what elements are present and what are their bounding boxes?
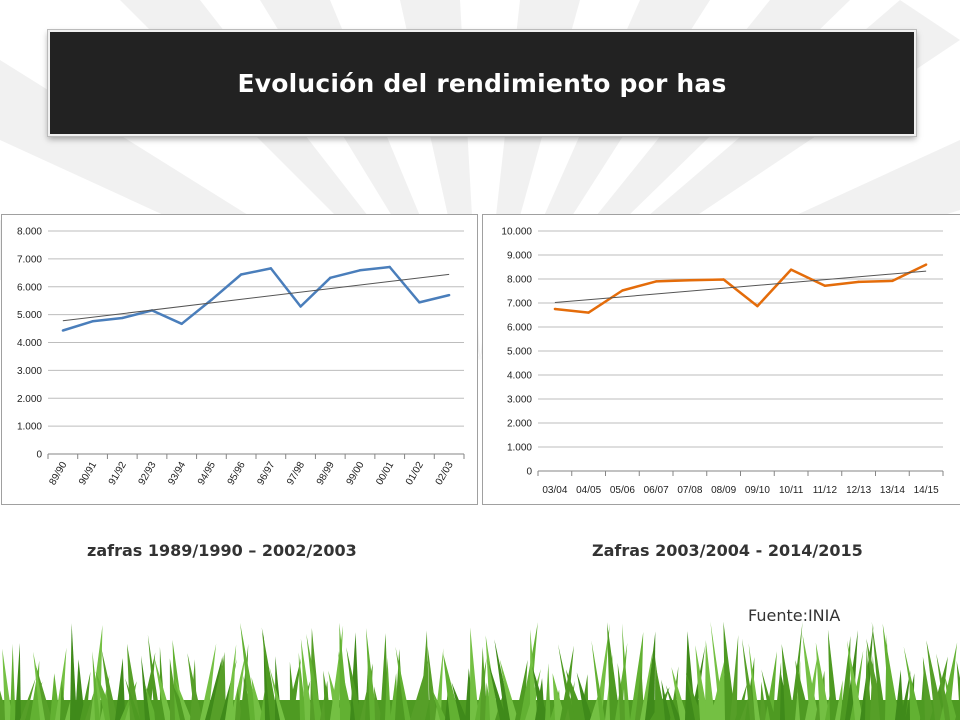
- right-x-tick-label: 06/07: [644, 485, 669, 496]
- chart-right-svg: 10.000 9.000 8.000 7.000 6.000 5.000 4.000 3.00…: [501, 227, 944, 496]
- left-x-tick-label: 99/00: [345, 460, 367, 488]
- right-data-point: [654, 280, 658, 283]
- left-x-tick-label: 91/92: [107, 460, 129, 488]
- left-data-point: [121, 316, 124, 320]
- left-x-tick-label: 02/03: [434, 460, 456, 488]
- left-y-tick-label: 3.000: [17, 366, 42, 377]
- right-data-point: [823, 284, 827, 287]
- right-data-point: [688, 279, 692, 282]
- left-y-tick-label: 7.000: [17, 254, 42, 265]
- right-x-tick-label: 09/10: [745, 485, 770, 496]
- left-x-tick-label: 01/02: [404, 460, 426, 488]
- grass-border: [0, 621, 960, 720]
- chart-zafras-1989-2003: 8.000 7.000 6.000 5.000 4.000 3.000 2.000 1.000…: [1, 214, 478, 505]
- left-data-point: [180, 322, 183, 326]
- left-data-point: [358, 269, 362, 272]
- left-data-point: [418, 301, 421, 304]
- left-data-point: [388, 265, 391, 269]
- right-x-tick-label: 10/11: [779, 485, 804, 496]
- right-x-tick-label: 08/09: [711, 485, 736, 496]
- right-y-tick-label: 4.000: [507, 371, 532, 382]
- left-x-tick-label: 92/93: [137, 460, 159, 488]
- left-data-point: [239, 273, 243, 276]
- caption-right: Zafras 2003/2004 - 2014/2015: [592, 541, 863, 560]
- right-x-tick-label: 07/08: [677, 485, 702, 496]
- left-x-tick-label: 95/96: [226, 460, 248, 488]
- right-y-tick-label: 1.000: [507, 443, 532, 454]
- right-data-point: [789, 268, 793, 271]
- left-data-point: [299, 305, 302, 308]
- right-y-tick-label: 9.000: [507, 251, 532, 262]
- chart-left-svg: 8.000 7.000 6.000 5.000 4.000 3.000 2.000 1.000…: [17, 227, 465, 488]
- left-data-point: [269, 267, 273, 270]
- right-x-tick-label: 12/13: [846, 485, 871, 496]
- caption-left: zafras 1989/1990 – 2002/2003: [87, 541, 357, 560]
- left-x-tick-label: 93/94: [166, 460, 188, 488]
- left-data-point: [91, 320, 94, 323]
- left-data-point: [329, 276, 332, 280]
- chart-zafras-2003-2015: 10.000 9.000 8.000 7.000 6.000 5.000 4.000 3.00…: [482, 214, 960, 505]
- right-series-line: [554, 263, 927, 314]
- left-data-point: [61, 329, 65, 332]
- right-data-point: [553, 307, 557, 311]
- left-y-tick-label: 0: [36, 450, 42, 461]
- right-x-tick-label: 04/05: [576, 485, 601, 496]
- page-title: Evolución del rendimiento por has: [237, 68, 727, 98]
- left-x-tick-label: 96/97: [255, 460, 277, 488]
- left-data-point: [447, 293, 451, 297]
- left-y-tick-label: 2.000: [17, 394, 42, 405]
- right-data-point: [891, 279, 894, 283]
- left-trendline: [62, 273, 450, 322]
- right-y-tick-label: 2.000: [507, 419, 532, 430]
- left-x-tick-label: 98/99: [315, 460, 337, 488]
- right-trendline: [554, 270, 927, 304]
- left-data-point: [210, 298, 213, 302]
- left-y-tick-label: 4.000: [17, 338, 42, 349]
- left-x-tick-label: 97/98: [285, 460, 307, 488]
- right-data-point: [924, 263, 928, 266]
- left-y-tick-label: 8.000: [17, 227, 42, 238]
- left-y-tick-label: 1.000: [17, 422, 42, 433]
- right-x-tick-label: 11/12: [813, 485, 838, 496]
- right-data-point: [756, 304, 759, 308]
- left-x-tick-label: 89/90: [47, 460, 69, 488]
- right-y-tick-label: 10.000: [501, 227, 532, 238]
- right-y-tick-label: 6.000: [507, 323, 532, 334]
- right-y-tick-label: 0: [526, 467, 532, 478]
- right-y-tick-label: 7.000: [507, 299, 532, 310]
- left-y-tick-label: 6.000: [17, 282, 42, 293]
- left-series-line: [62, 265, 450, 332]
- right-data-point: [857, 280, 860, 284]
- right-x-tick-label: 13/14: [880, 485, 905, 496]
- right-y-tick-label: 5.000: [507, 347, 532, 358]
- right-x-tick-label: 05/06: [610, 485, 635, 496]
- left-x-tick-label: 94/95: [196, 460, 218, 488]
- right-x-tick-label: 14/15: [914, 485, 939, 496]
- source-label: Fuente:INIA: [748, 606, 841, 625]
- right-x-tick-label: 03/04: [542, 485, 567, 496]
- right-data-point: [621, 289, 624, 292]
- right-y-tick-label: 3.000: [507, 395, 532, 406]
- right-data-point: [722, 278, 725, 281]
- right-data-point: [587, 311, 590, 314]
- right-y-tick-label: 8.000: [507, 275, 532, 286]
- left-x-tick-label: 00/01: [374, 460, 396, 488]
- title-banner: Evolución del rendimiento por has: [48, 30, 916, 136]
- left-y-tick-label: 5.000: [17, 310, 42, 321]
- left-x-tick-label: 90/91: [77, 460, 99, 488]
